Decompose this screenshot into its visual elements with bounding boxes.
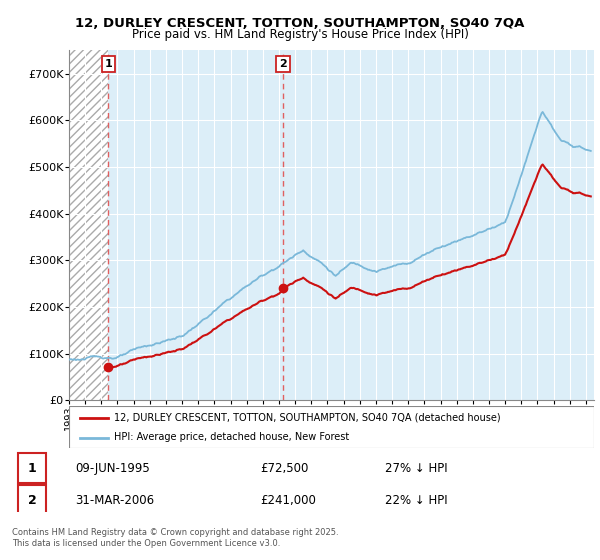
Text: 2: 2 — [279, 59, 287, 69]
Text: £72,500: £72,500 — [260, 461, 308, 474]
Text: 27% ↓ HPI: 27% ↓ HPI — [385, 461, 448, 474]
Text: This data is licensed under the Open Government Licence v3.0.: This data is licensed under the Open Gov… — [12, 539, 280, 548]
Text: 12, DURLEY CRESCENT, TOTTON, SOUTHAMPTON, SO40 7QA (detached house): 12, DURLEY CRESCENT, TOTTON, SOUTHAMPTON… — [113, 413, 500, 423]
Text: 2: 2 — [28, 493, 37, 507]
Text: 1: 1 — [104, 59, 112, 69]
Text: 31-MAR-2006: 31-MAR-2006 — [75, 493, 154, 507]
Text: HPI: Average price, detached house, New Forest: HPI: Average price, detached house, New … — [113, 432, 349, 442]
Text: Contains HM Land Registry data © Crown copyright and database right 2025.: Contains HM Land Registry data © Crown c… — [12, 528, 338, 536]
Text: 09-JUN-1995: 09-JUN-1995 — [75, 461, 150, 474]
FancyBboxPatch shape — [18, 453, 46, 483]
Text: 12, DURLEY CRESCENT, TOTTON, SOUTHAMPTON, SO40 7QA: 12, DURLEY CRESCENT, TOTTON, SOUTHAMPTON… — [76, 17, 524, 30]
Text: Price paid vs. HM Land Registry's House Price Index (HPI): Price paid vs. HM Land Registry's House … — [131, 28, 469, 41]
Text: 1: 1 — [28, 461, 37, 474]
Text: £241,000: £241,000 — [260, 493, 316, 507]
Bar — [69, 50, 109, 400]
Text: 22% ↓ HPI: 22% ↓ HPI — [385, 493, 448, 507]
FancyBboxPatch shape — [18, 486, 46, 515]
